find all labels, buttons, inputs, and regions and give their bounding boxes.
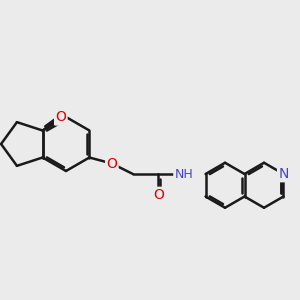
Text: N: N	[278, 167, 289, 181]
Text: NH: NH	[175, 167, 193, 181]
Text: O: O	[56, 110, 66, 124]
Text: O: O	[106, 157, 117, 170]
Text: O: O	[153, 188, 164, 202]
